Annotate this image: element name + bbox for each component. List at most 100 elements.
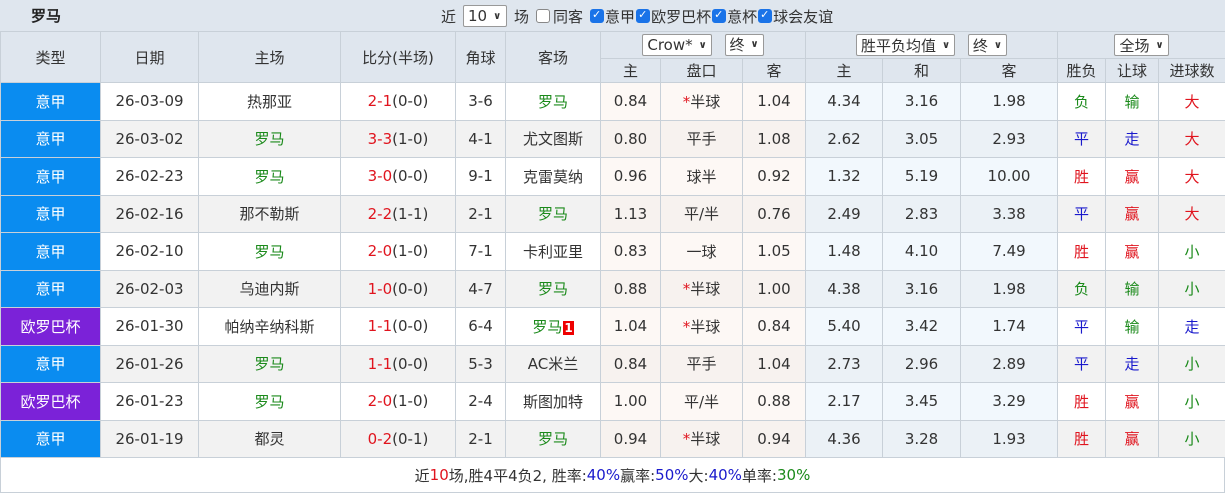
table-row[interactable]: 意甲 26-03-09 热那亚 2-1(0-0) 3-6 罗马 0.84 *半球…: [1, 83, 1225, 121]
home-team[interactable]: 热那亚: [199, 83, 341, 121]
ah-line-text: 半球: [690, 93, 720, 111]
table-row[interactable]: 意甲 26-03-02 罗马 3-3(1-0) 4-1 尤文图斯 0.80 平手…: [1, 120, 1225, 158]
chevron-down-icon: ∨: [751, 39, 759, 50]
home-team[interactable]: 罗马: [199, 120, 341, 158]
league-checkbox[interactable]: [712, 9, 726, 23]
league-label: 欧罗巴杯: [651, 6, 711, 27]
home-team[interactable]: 罗马: [199, 345, 341, 383]
home-team[interactable]: 帕纳辛纳科斯: [199, 308, 341, 346]
eu-stage-select[interactable]: 终∨: [968, 34, 1007, 56]
home-team[interactable]: 罗马: [199, 158, 341, 196]
score[interactable]: 2-0(1-0): [341, 233, 456, 271]
away-team-cell[interactable]: 卡利亚里: [506, 233, 601, 271]
result: 负: [1058, 270, 1106, 308]
scope-value: 全场: [1119, 35, 1149, 56]
league-badge[interactable]: 意甲: [1, 83, 101, 121]
away-team-cell[interactable]: 罗马: [506, 270, 601, 308]
away-team: 罗马: [538, 93, 568, 111]
match-date: 26-02-10: [101, 233, 199, 271]
home-team[interactable]: 罗马: [199, 233, 341, 271]
eu-company-value: 胜平负均值: [861, 35, 936, 56]
away-team-cell[interactable]: 罗马: [506, 83, 601, 121]
ah-home-odds: 1.04: [601, 308, 661, 346]
summary-text: 场,胜4平4负2, 胜率:: [449, 465, 587, 486]
away-team-cell[interactable]: 尤文图斯: [506, 120, 601, 158]
league-badge[interactable]: 意甲: [1, 270, 101, 308]
score[interactable]: 1-0(0-0): [341, 270, 456, 308]
ah-away-odds: 1.08: [743, 120, 806, 158]
eu-home-odds: 4.36: [806, 420, 883, 458]
match-date: 26-02-16: [101, 195, 199, 233]
away-team: 罗马: [538, 430, 568, 448]
away-team: 克雷莫纳: [523, 168, 583, 186]
table-row[interactable]: 意甲 26-01-19 都灵 0-2(0-1) 2-1 罗马 0.94 *半球 …: [1, 420, 1225, 458]
table-row[interactable]: 意甲 26-02-10 罗马 2-0(1-0) 7-1 卡利亚里 0.83 一球…: [1, 233, 1225, 271]
half-score: (0-0): [392, 280, 428, 298]
table-row[interactable]: 意甲 26-02-16 那不勒斯 2-2(1-1) 2-1 罗马 1.13 平/…: [1, 195, 1225, 233]
ah-away-odds: 1.05: [743, 233, 806, 271]
league-badge[interactable]: 意甲: [1, 120, 101, 158]
league-badge[interactable]: 意甲: [1, 345, 101, 383]
league-checkbox[interactable]: [758, 9, 772, 23]
league-badge[interactable]: 意甲: [1, 233, 101, 271]
scope-select[interactable]: 全场∨: [1114, 34, 1168, 56]
full-score: 2-2: [368, 205, 393, 223]
score[interactable]: 1-1(0-0): [341, 345, 456, 383]
corners: 2-1: [456, 195, 506, 233]
league-badge[interactable]: 意甲: [1, 195, 101, 233]
team-title: 罗马: [31, 5, 61, 26]
eu-away-odds: 1.98: [961, 83, 1058, 121]
score[interactable]: 2-1(0-0): [341, 83, 456, 121]
ah-home-odds: 0.96: [601, 158, 661, 196]
scope-header: 全场∨: [1058, 32, 1225, 59]
eu-draw-odds: 4.10: [883, 233, 961, 271]
corners: 7-1: [456, 233, 506, 271]
ah-away-odds: 0.84: [743, 308, 806, 346]
eu-company-select[interactable]: 胜平负均值∨: [856, 34, 955, 56]
eu-home-odds: 5.40: [806, 308, 883, 346]
handicap-result: 赢: [1106, 233, 1159, 271]
score[interactable]: 2-0(1-0): [341, 383, 456, 421]
away-team-cell[interactable]: 斯图加特: [506, 383, 601, 421]
score[interactable]: 2-2(1-1): [341, 195, 456, 233]
home-team[interactable]: 乌迪内斯: [199, 270, 341, 308]
away-team-cell[interactable]: 罗马: [506, 195, 601, 233]
col-corner: 角球: [456, 32, 506, 83]
league-checkbox[interactable]: [636, 9, 650, 23]
away-team-cell[interactable]: 克雷莫纳: [506, 158, 601, 196]
league-checkbox[interactable]: [590, 9, 604, 23]
match-count-select[interactable]: 10∨: [463, 5, 507, 27]
away-team-cell[interactable]: AC米兰: [506, 345, 601, 383]
table-row[interactable]: 欧罗巴杯 26-01-23 罗马 2-0(1-0) 2-4 斯图加特 1.00 …: [1, 383, 1225, 421]
ah-away-odds: 0.76: [743, 195, 806, 233]
home-team[interactable]: 罗马: [199, 383, 341, 421]
col-ah-home: 主: [601, 59, 661, 83]
score[interactable]: 0-2(0-1): [341, 420, 456, 458]
league-badge[interactable]: 欧罗巴杯: [1, 308, 101, 346]
score[interactable]: 3-0(0-0): [341, 158, 456, 196]
ah-line: 一球: [661, 233, 743, 271]
table-row[interactable]: 意甲 26-02-03 乌迪内斯 1-0(0-0) 4-7 罗马 0.88 *半…: [1, 270, 1225, 308]
eu-draw-odds: 3.45: [883, 383, 961, 421]
eu-home-odds: 2.17: [806, 383, 883, 421]
score[interactable]: 3-3(1-0): [341, 120, 456, 158]
league-badge[interactable]: 意甲: [1, 158, 101, 196]
ah-stage-select[interactable]: 终∨: [725, 34, 764, 56]
home-team[interactable]: 都灵: [199, 420, 341, 458]
league-badge[interactable]: 意甲: [1, 420, 101, 458]
league-badge[interactable]: 欧罗巴杯: [1, 383, 101, 421]
home-team[interactable]: 那不勒斯: [199, 195, 341, 233]
table-row[interactable]: 意甲 26-01-26 罗马 1-1(0-0) 5-3 AC米兰 0.84 平手…: [1, 345, 1225, 383]
table-row[interactable]: 意甲 26-02-23 罗马 3-0(0-0) 9-1 克雷莫纳 0.96 球半…: [1, 158, 1225, 196]
ah-company-select[interactable]: Crow*∨: [642, 34, 711, 56]
half-score: (1-1): [392, 205, 428, 223]
score[interactable]: 1-1(0-0): [341, 308, 456, 346]
match-date: 26-01-26: [101, 345, 199, 383]
corners: 9-1: [456, 158, 506, 196]
away-team: 罗马: [532, 318, 562, 336]
result: 平: [1058, 345, 1106, 383]
same-away-checkbox[interactable]: [536, 9, 550, 23]
away-team-cell[interactable]: 罗马: [506, 420, 601, 458]
